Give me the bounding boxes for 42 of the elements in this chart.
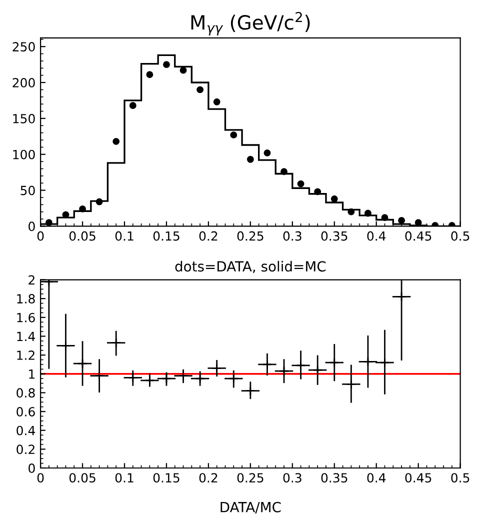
y-tick-label: 0.8	[16, 388, 35, 398]
y-tick-label: 50	[20, 186, 35, 196]
x-tick-label: 0.35	[321, 231, 348, 241]
y-tick-label: 2	[28, 275, 34, 285]
x-tick-label: 0	[37, 231, 44, 241]
x-tick-label: 0.5	[451, 231, 470, 241]
x-axis-title: DATA/MC	[220, 502, 281, 514]
x-tick-label: 0.2	[199, 473, 218, 483]
y-tick-label: 250	[12, 42, 35, 52]
y-tick-label: 1.6	[17, 312, 35, 322]
x-tick-label: 0.15	[153, 231, 180, 241]
x-tick-label: 0	[37, 473, 44, 483]
x-tick-label: 0.05	[69, 231, 96, 241]
y-tick-label: 100	[13, 150, 35, 160]
x-tick-label: 0.3	[283, 473, 302, 483]
y-tick-label: 1.8	[17, 294, 35, 304]
y-tick-label: 0.6	[16, 407, 35, 416]
x-tick-label: 0.1	[115, 231, 134, 241]
y-tick-label: 150	[13, 114, 35, 124]
y-tick-label: 1.4	[17, 332, 35, 341]
x-tick-label: 0.45	[405, 473, 432, 483]
x-tick-label: 0.35	[321, 473, 348, 483]
x-tick-label: 0.5	[451, 473, 470, 483]
chart-title: dots=DATA, solid=MC	[175, 260, 326, 274]
y-tick-label: 1	[29, 370, 35, 379]
y-tick-label: 0	[28, 222, 35, 232]
x-tick-label: 0.4	[367, 473, 386, 483]
y-tick-label: 0.2	[16, 444, 34, 454]
y-tick-label: 0	[28, 463, 35, 473]
y-tick-label: 0.4	[16, 426, 35, 436]
x-tick-label: 0.1	[115, 473, 134, 483]
x-tick-label: 0.15	[153, 473, 180, 483]
x-tick-label: 0.25	[237, 231, 264, 241]
x-tick-label: 0.45	[405, 231, 432, 241]
y-tick-label: 1.2	[17, 350, 34, 360]
x-tick-label: 0.4	[367, 231, 386, 241]
x-tick-label: 0.05	[69, 473, 96, 483]
chart-title: M$_{γγ}$ (GeV/c$^{2}$)	[191, 12, 310, 36]
x-tick-label: 0.2	[199, 231, 218, 241]
y-tick-label: 200	[12, 78, 35, 88]
x-tick-label: 0.3	[283, 231, 302, 241]
x-tick-label: 0.25	[237, 473, 264, 483]
